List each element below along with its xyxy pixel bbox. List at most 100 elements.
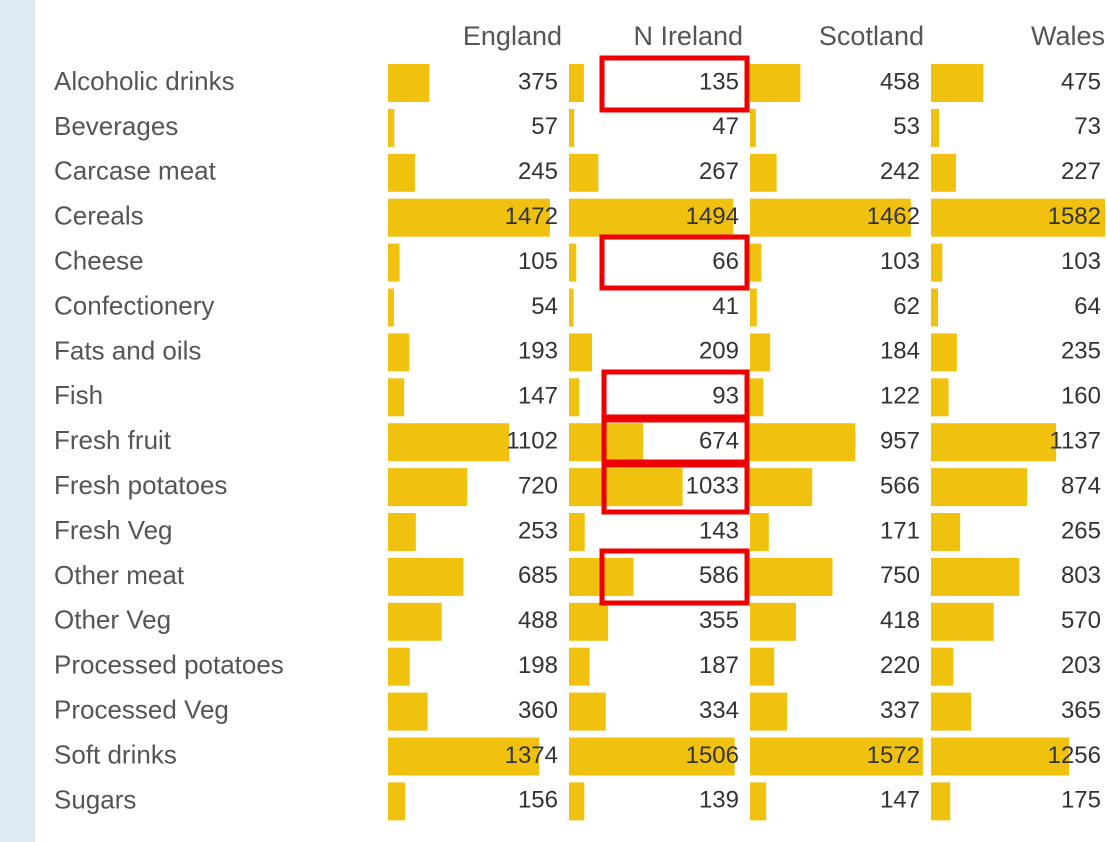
cell-value: 586 xyxy=(699,562,739,589)
cell-value: 242 xyxy=(880,158,920,185)
cell-value: 187 xyxy=(699,652,739,679)
row-label: Soft drinks xyxy=(54,739,177,769)
bar xyxy=(750,153,777,192)
bar xyxy=(750,782,767,821)
bar xyxy=(569,108,575,147)
cell-value: 203 xyxy=(1061,652,1101,679)
cell-value: 253 xyxy=(518,517,558,544)
cell-value: 64 xyxy=(1074,293,1101,320)
row-label: Cereals xyxy=(54,201,144,231)
bar xyxy=(569,602,609,641)
cell-value: 475 xyxy=(1061,68,1101,95)
cell-value: 193 xyxy=(518,338,558,365)
bar xyxy=(569,378,580,417)
bar xyxy=(569,647,590,686)
cell-value: 105 xyxy=(518,248,558,275)
bar xyxy=(388,198,550,237)
bar xyxy=(750,243,762,282)
cell-value: 337 xyxy=(880,697,920,724)
bar xyxy=(750,64,801,102)
highlight-box xyxy=(599,548,750,606)
cell-value: 160 xyxy=(1061,383,1101,410)
column-header: N Ireland xyxy=(633,21,743,51)
bar xyxy=(750,468,813,507)
cell-value: 135 xyxy=(699,68,739,95)
bar xyxy=(569,64,584,102)
bar xyxy=(931,378,949,417)
bar xyxy=(750,198,911,237)
cell-value: 171 xyxy=(880,517,920,544)
column-header: Wales xyxy=(1031,21,1105,51)
cell-value: 103 xyxy=(1061,248,1101,275)
bar xyxy=(569,692,606,731)
bar xyxy=(750,602,796,641)
cell-value: 803 xyxy=(1061,562,1101,589)
cell-value: 418 xyxy=(880,607,920,634)
cell-value: 570 xyxy=(1061,607,1101,634)
cell-value: 139 xyxy=(699,787,739,814)
bar xyxy=(750,108,756,147)
bar xyxy=(931,557,1020,596)
bar xyxy=(388,557,464,596)
cell-value: 1572 xyxy=(867,742,920,769)
cell-value: 47 xyxy=(712,113,739,140)
row-label: Cheese xyxy=(54,245,144,275)
cell-value: 267 xyxy=(699,158,739,185)
cell-value: 53 xyxy=(893,113,920,140)
bar xyxy=(931,108,940,147)
bar xyxy=(931,647,954,686)
row-label: Alcoholic drinks xyxy=(54,66,235,96)
cell-value: 245 xyxy=(518,158,558,185)
highlight-box xyxy=(601,459,750,515)
cell-value: 458 xyxy=(880,68,920,95)
bar xyxy=(388,243,400,282)
row-label: Processed Veg xyxy=(54,694,229,724)
bar xyxy=(569,468,683,507)
bar xyxy=(569,513,585,551)
row-label: Other meat xyxy=(54,560,185,590)
cell-value: 66 xyxy=(712,248,739,275)
cell-value: 265 xyxy=(1061,517,1101,544)
bar xyxy=(569,333,592,372)
bar xyxy=(750,737,923,776)
cell-value: 227 xyxy=(1061,158,1101,185)
row-label: Fresh potatoes xyxy=(54,470,227,500)
column-header: England xyxy=(463,21,562,51)
bar xyxy=(388,692,428,731)
bar xyxy=(931,64,984,102)
bar xyxy=(750,288,757,327)
highlight-box xyxy=(599,55,750,113)
cell-value: 488 xyxy=(518,607,558,634)
highlight-box xyxy=(599,234,750,291)
bar xyxy=(750,557,833,596)
cell-value: 1102 xyxy=(506,428,558,455)
cell-value: 375 xyxy=(518,68,558,95)
cell-value: 685 xyxy=(518,562,558,589)
cell-value: 156 xyxy=(518,787,558,814)
bar xyxy=(931,423,1057,462)
bar xyxy=(388,737,540,776)
cell-value: 147 xyxy=(518,383,558,410)
cell-value: 220 xyxy=(880,652,920,679)
bar xyxy=(750,692,788,731)
bar xyxy=(388,782,406,821)
cell-value: 720 xyxy=(518,472,558,499)
row-label: Fresh Veg xyxy=(54,515,173,545)
bar xyxy=(569,737,735,776)
bar xyxy=(931,153,956,192)
bar xyxy=(931,513,961,551)
bar xyxy=(388,468,468,507)
cell-value: 175 xyxy=(1061,787,1101,814)
bar xyxy=(931,782,951,821)
cell-value: 750 xyxy=(880,562,920,589)
cell-value: 1256 xyxy=(1048,742,1101,769)
cell-value: 1033 xyxy=(686,472,739,499)
row-label: Fats and oils xyxy=(54,335,201,365)
cell-value: 957 xyxy=(880,428,920,455)
bar xyxy=(569,243,577,282)
bar xyxy=(569,153,599,192)
bar xyxy=(388,288,394,327)
bar xyxy=(931,602,994,641)
cell-value: 122 xyxy=(880,383,920,410)
